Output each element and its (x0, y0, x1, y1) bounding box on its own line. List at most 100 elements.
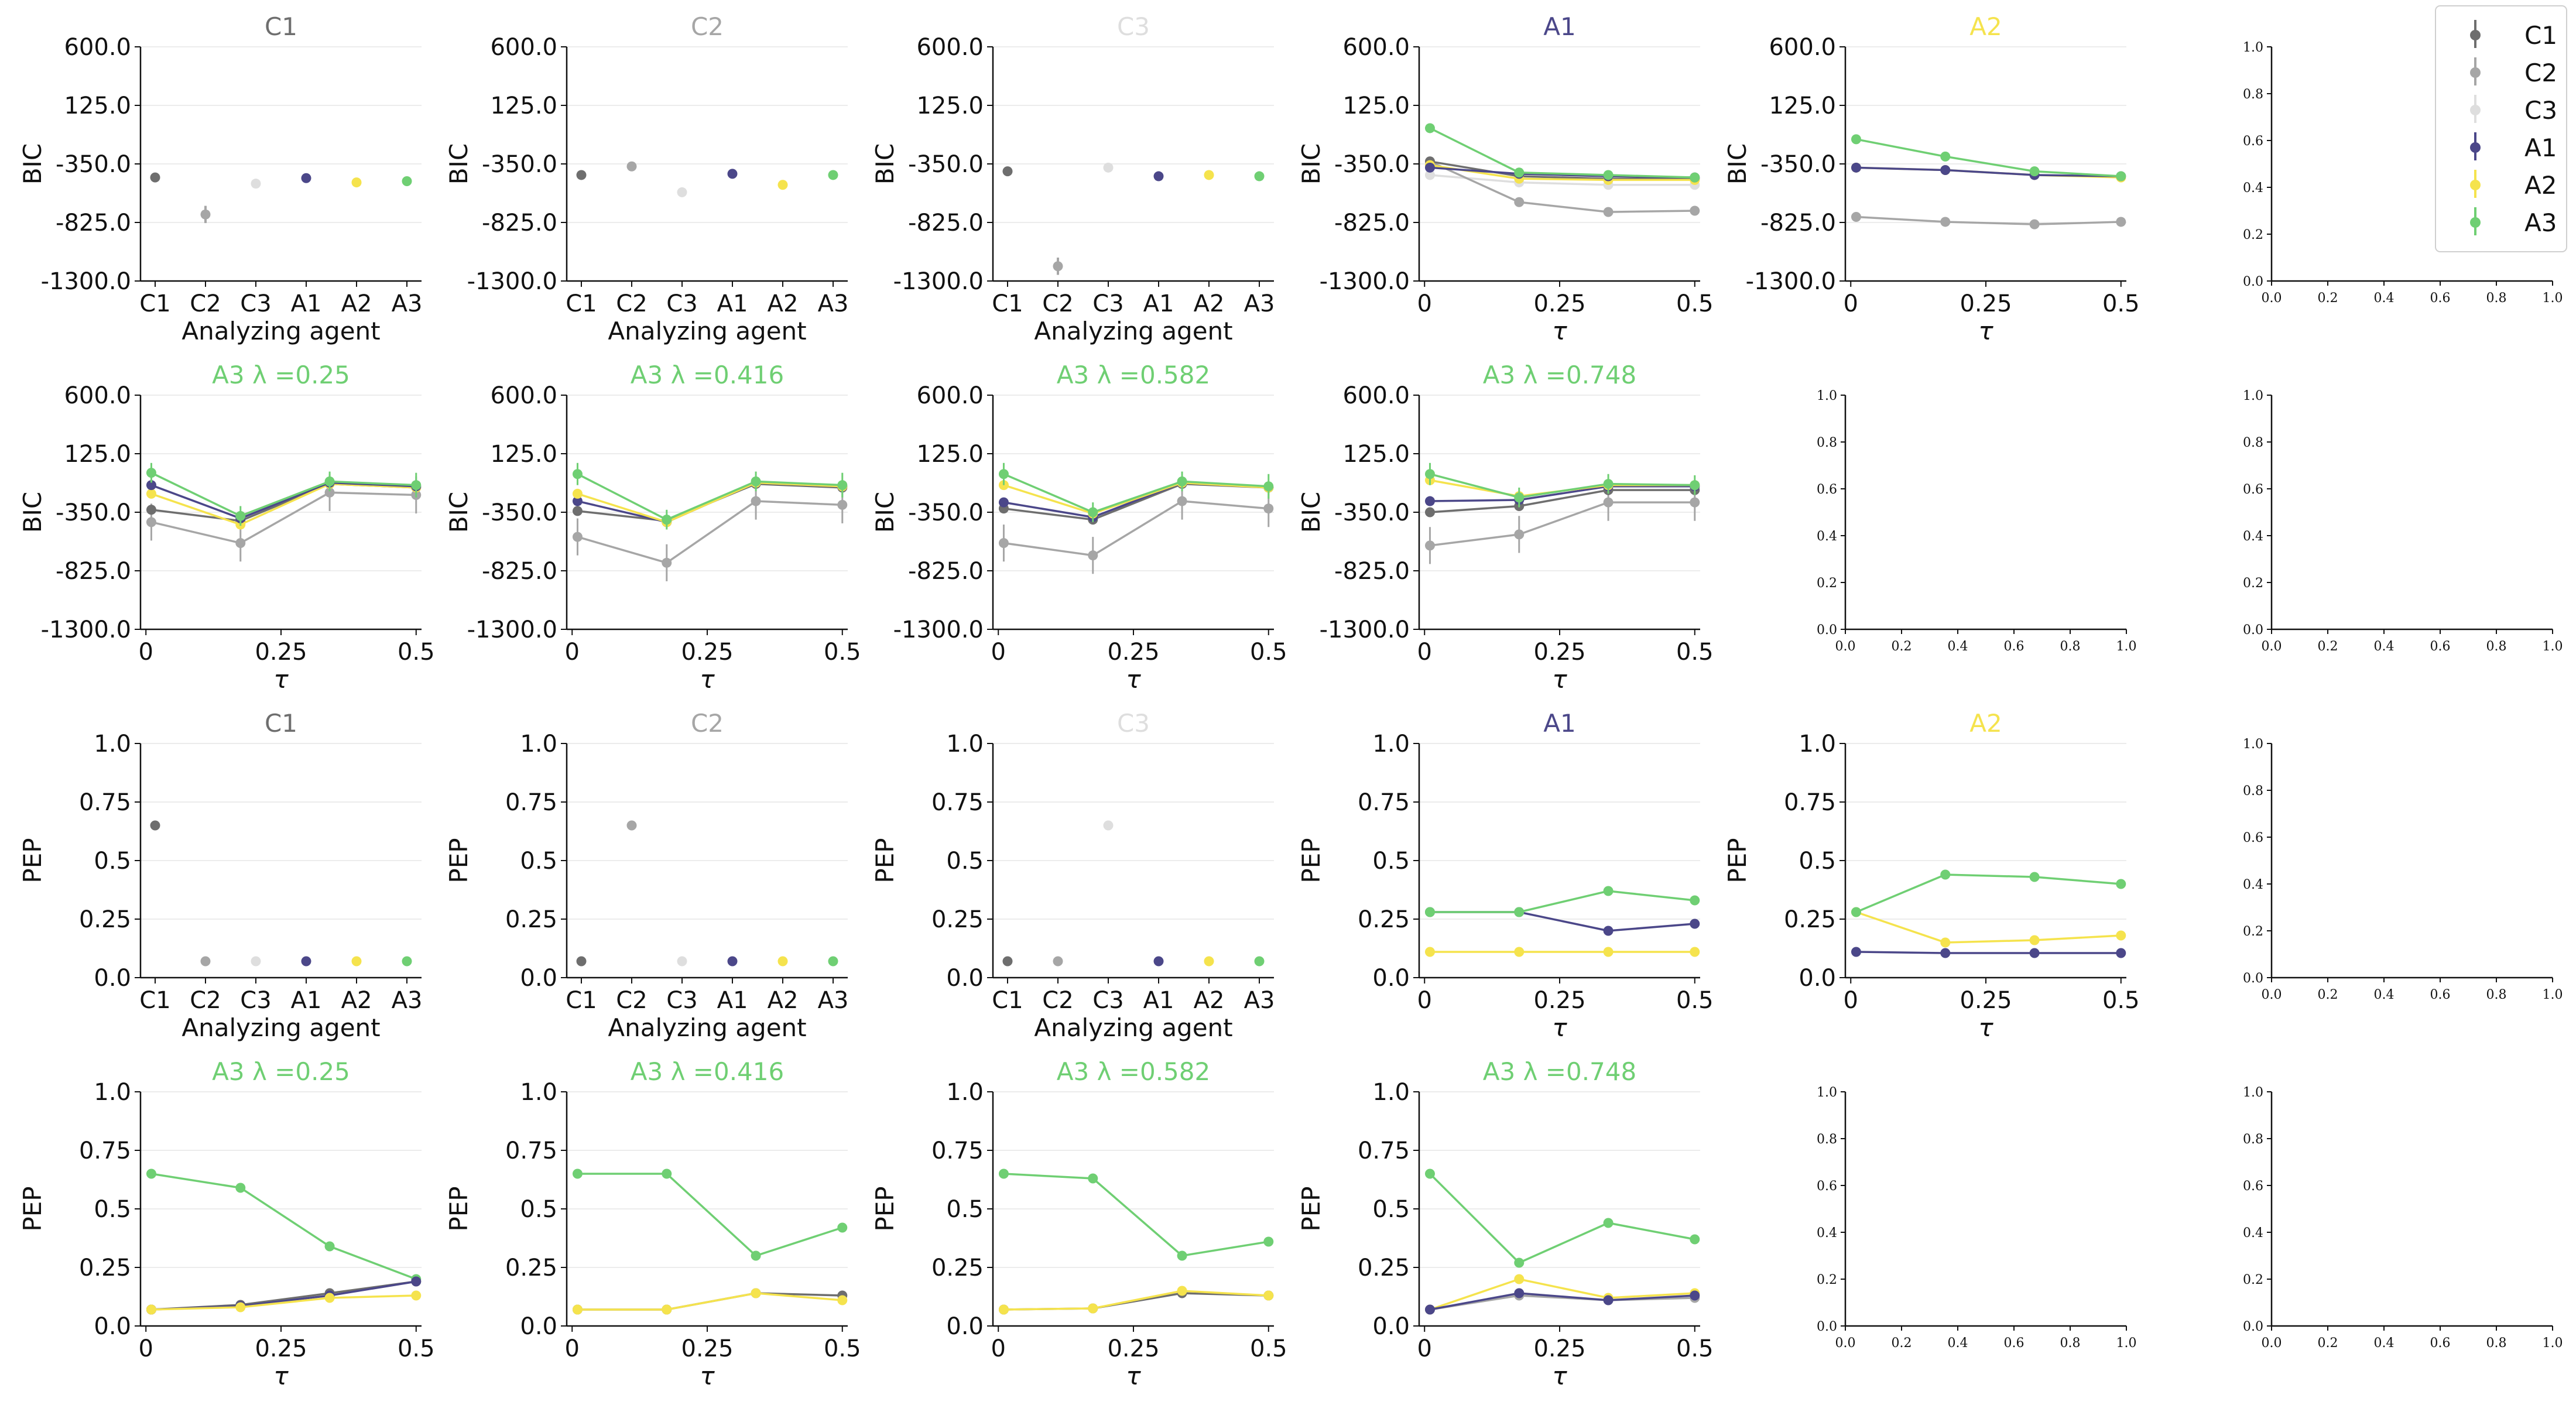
panel-4: -1300.0 -825.0 -350.0 125.0 600.0 BIC A1 0 0.25 0… (1297, 12, 1714, 345)
point-c3 (251, 956, 261, 967)
x-tick-label: 0.5 (824, 1335, 861, 1362)
point-c2 (1851, 212, 1861, 222)
x-tick-label: 0 (565, 639, 580, 666)
point-c2 (626, 820, 637, 831)
point-a1 (572, 496, 583, 506)
panel-15: 0.0 0.25 0.5 0.75 1.0 PEP A3 λ =0.25 0 0.25 0.5 τ (18, 1057, 435, 1390)
point-a2 (411, 1290, 422, 1301)
panel-14: 0.0 0.25 0.5 0.75 1.0 PEP A2 0 0.25 0.5 τ (1723, 709, 2140, 1042)
point-a1 (301, 956, 311, 967)
x-tick-label: A2 (1194, 987, 1225, 1014)
legend-frame (2435, 5, 2567, 252)
y-tick-label: 0.8 (2243, 436, 2263, 450)
y-tick-label: 0.2 (2243, 576, 2263, 591)
point-a2 (1940, 937, 1951, 948)
y-tick-label: 1.0 (94, 1079, 131, 1106)
point-c1 (572, 506, 583, 516)
y-tick-label: 1.0 (520, 731, 557, 758)
point-a2 (998, 1304, 1009, 1315)
y-axis-label: BIC (18, 492, 47, 533)
x-tick-label: A1 (717, 987, 748, 1014)
y-tick-label: 0.5 (1799, 848, 1836, 875)
empty-axes-r2c6: 0.00.0 0.2 0.2 0.4 0.4 0.6 0.6 0.8 0.8 1.0 1.0 (2243, 389, 2563, 654)
point-a1 (1424, 162, 1435, 173)
y-tick-label: 125.0 (64, 92, 131, 119)
panel-2: -1300.0 -825.0 -350.0 125.0 600.0 BIC C2 C1 C2 C3… (444, 12, 848, 345)
x-tick-label: 0.4 (1948, 1336, 1968, 1351)
x-axis-label: τ (1978, 1013, 1993, 1042)
x-tick-label: 0.25 (1107, 1335, 1159, 1362)
series-line-a3 (1429, 127, 1695, 179)
point-a3 (1254, 171, 1265, 181)
x-tick-label: 0.4 (2374, 1336, 2395, 1351)
x-tick-label: 0 (1417, 639, 1432, 666)
x-tick-label: C1 (992, 290, 1023, 317)
legend-marker-c3 (2470, 105, 2481, 115)
y-tick-label: 600.0 (1342, 382, 1410, 409)
series-line-c1 (1430, 489, 1695, 513)
series-line-c3 (1430, 174, 1695, 186)
x-tick-label: 0.8 (2060, 1336, 2081, 1351)
x-tick-label: 0.5 (1676, 1335, 1714, 1362)
y-tick-label: -350.0 (1334, 499, 1410, 526)
point-a3 (1690, 895, 1700, 906)
y-tick-label: 600.0 (64, 34, 131, 61)
point-a1 (1690, 919, 1700, 929)
point-a3 (324, 476, 335, 486)
y-tick-label: 0.4 (2243, 1226, 2263, 1240)
point-c2 (1603, 207, 1614, 217)
point-a2 (146, 488, 156, 499)
x-axis-label: τ (1552, 1362, 1567, 1390)
x-tick-label: 0.6 (2430, 988, 2451, 1002)
point-c3 (677, 187, 687, 197)
point-c2 (626, 161, 637, 172)
y-tick-label: 0.0 (520, 965, 557, 992)
series-line-c1 (1003, 1292, 1269, 1311)
y-tick-label: 0.75 (79, 1137, 131, 1164)
series-line-a1 (1430, 485, 1695, 502)
series-line-a3 (1003, 473, 1269, 513)
point-a2 (1204, 956, 1214, 967)
y-tick-label: 0.0 (946, 1313, 984, 1340)
x-tick-label: 0.25 (1533, 639, 1585, 666)
x-tick-label: C1 (139, 987, 170, 1014)
point-a2 (2029, 935, 2040, 945)
point-a1 (1424, 496, 1435, 506)
point-c2 (2116, 217, 2126, 227)
x-tick-label: 0.5 (1676, 987, 1714, 1014)
point-c2 (146, 517, 156, 527)
x-tick-label: 0.6 (2004, 1336, 2025, 1351)
point-a3 (1603, 170, 1614, 180)
y-tick-label: 0.0 (2243, 971, 2263, 986)
point-a2 (1424, 947, 1435, 957)
y-tick-label: 0.2 (2243, 228, 2263, 242)
point-a3 (235, 1183, 246, 1193)
y-tick-label: -350.0 (56, 499, 131, 526)
y-tick-label: 0.0 (94, 1313, 131, 1340)
x-tick-label: 0.0 (2262, 1336, 2282, 1351)
y-tick-label: 0.5 (94, 1196, 131, 1223)
panel-1: -1300.0 -825.0 -350.0 125.0 600.0 BIC C1 C1 C2 C3… (18, 12, 422, 345)
point-c2 (837, 499, 848, 510)
point-a2 (2116, 930, 2126, 941)
x-tick-label: 0.4 (2374, 291, 2395, 306)
y-tick-label: -350.0 (908, 151, 984, 178)
y-tick-label: 1.0 (1372, 1079, 1410, 1106)
point-c2 (235, 538, 246, 549)
point-a3 (1851, 907, 1861, 917)
point-a3 (1690, 480, 1700, 491)
x-tick-label: 0.6 (2430, 291, 2451, 306)
y-tick-label: 1.0 (946, 1079, 984, 1106)
y-tick-label: 125.0 (1769, 92, 1836, 119)
x-axis-label: τ (273, 1362, 289, 1390)
point-a3 (1424, 1168, 1435, 1179)
series-line-a2 (1855, 911, 2121, 944)
point-a3 (2116, 171, 2126, 181)
series-line-a1 (150, 481, 416, 520)
point-a3 (828, 170, 838, 180)
y-tick-label: 0.5 (94, 848, 131, 875)
panel-title: A3 λ =0.416 (631, 1057, 784, 1086)
series-line-a2 (1003, 481, 1269, 515)
point-a3 (1424, 469, 1435, 479)
x-axis-label: Analyzing agent (1034, 317, 1232, 345)
